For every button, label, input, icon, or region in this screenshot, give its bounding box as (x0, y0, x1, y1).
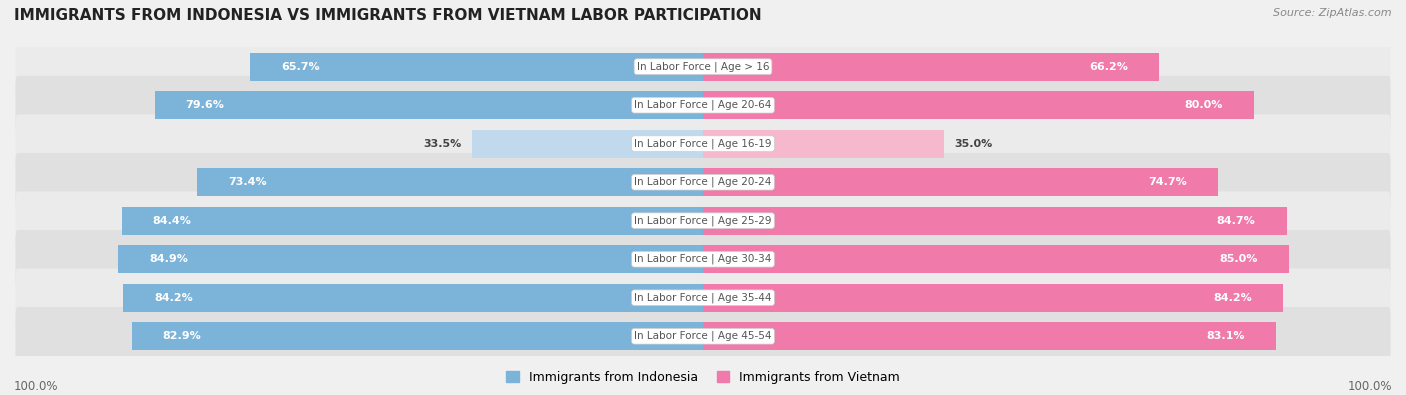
Bar (472, 130, 703, 158)
Bar (703, 168, 1218, 196)
Bar (703, 91, 1254, 119)
Text: In Labor Force | Age 35-44: In Labor Force | Age 35-44 (634, 292, 772, 303)
Text: In Labor Force | Age > 16: In Labor Force | Age > 16 (637, 61, 769, 72)
Text: 35.0%: 35.0% (955, 139, 993, 149)
Text: Source: ZipAtlas.com: Source: ZipAtlas.com (1274, 8, 1392, 18)
Bar (703, 130, 945, 158)
Text: In Labor Force | Age 30-34: In Labor Force | Age 30-34 (634, 254, 772, 265)
Text: 80.0%: 80.0% (1185, 100, 1223, 110)
FancyBboxPatch shape (15, 230, 1391, 288)
FancyBboxPatch shape (15, 153, 1391, 211)
Text: 65.7%: 65.7% (281, 62, 321, 71)
FancyBboxPatch shape (15, 192, 1391, 250)
Text: 84.4%: 84.4% (152, 216, 191, 226)
FancyBboxPatch shape (15, 307, 1391, 365)
Bar (121, 207, 703, 235)
Text: 84.2%: 84.2% (1213, 293, 1253, 303)
FancyBboxPatch shape (15, 38, 1391, 96)
FancyBboxPatch shape (15, 76, 1391, 134)
Bar (250, 53, 703, 81)
Text: 84.7%: 84.7% (1216, 216, 1256, 226)
Bar (197, 168, 703, 196)
Text: 83.1%: 83.1% (1206, 331, 1244, 341)
Bar (703, 53, 1159, 81)
FancyBboxPatch shape (15, 115, 1391, 173)
Text: 100.0%: 100.0% (14, 380, 59, 393)
Bar (703, 207, 1286, 235)
Legend: Immigrants from Indonesia, Immigrants from Vietnam: Immigrants from Indonesia, Immigrants fr… (501, 366, 905, 389)
Bar (155, 91, 703, 119)
Text: 85.0%: 85.0% (1219, 254, 1257, 264)
Text: 66.2%: 66.2% (1090, 62, 1128, 71)
Text: In Labor Force | Age 45-54: In Labor Force | Age 45-54 (634, 331, 772, 342)
Text: In Labor Force | Age 20-64: In Labor Force | Age 20-64 (634, 100, 772, 111)
Bar (122, 284, 703, 312)
Text: In Labor Force | Age 25-29: In Labor Force | Age 25-29 (634, 215, 772, 226)
Text: 84.2%: 84.2% (153, 293, 193, 303)
Text: 84.9%: 84.9% (149, 254, 188, 264)
Text: In Labor Force | Age 20-24: In Labor Force | Age 20-24 (634, 177, 772, 188)
Text: 73.4%: 73.4% (228, 177, 267, 187)
Bar (703, 284, 1284, 312)
Text: 82.9%: 82.9% (163, 331, 201, 341)
Text: 79.6%: 79.6% (186, 100, 225, 110)
Text: IMMIGRANTS FROM INDONESIA VS IMMIGRANTS FROM VIETNAM LABOR PARTICIPATION: IMMIGRANTS FROM INDONESIA VS IMMIGRANTS … (14, 8, 762, 23)
Bar (703, 322, 1275, 350)
Bar (132, 322, 703, 350)
Bar (118, 245, 703, 273)
Text: In Labor Force | Age 16-19: In Labor Force | Age 16-19 (634, 138, 772, 149)
Bar (703, 245, 1289, 273)
Text: 74.7%: 74.7% (1147, 177, 1187, 187)
Text: 100.0%: 100.0% (1347, 380, 1392, 393)
FancyBboxPatch shape (15, 269, 1391, 327)
Text: 33.5%: 33.5% (423, 139, 461, 149)
